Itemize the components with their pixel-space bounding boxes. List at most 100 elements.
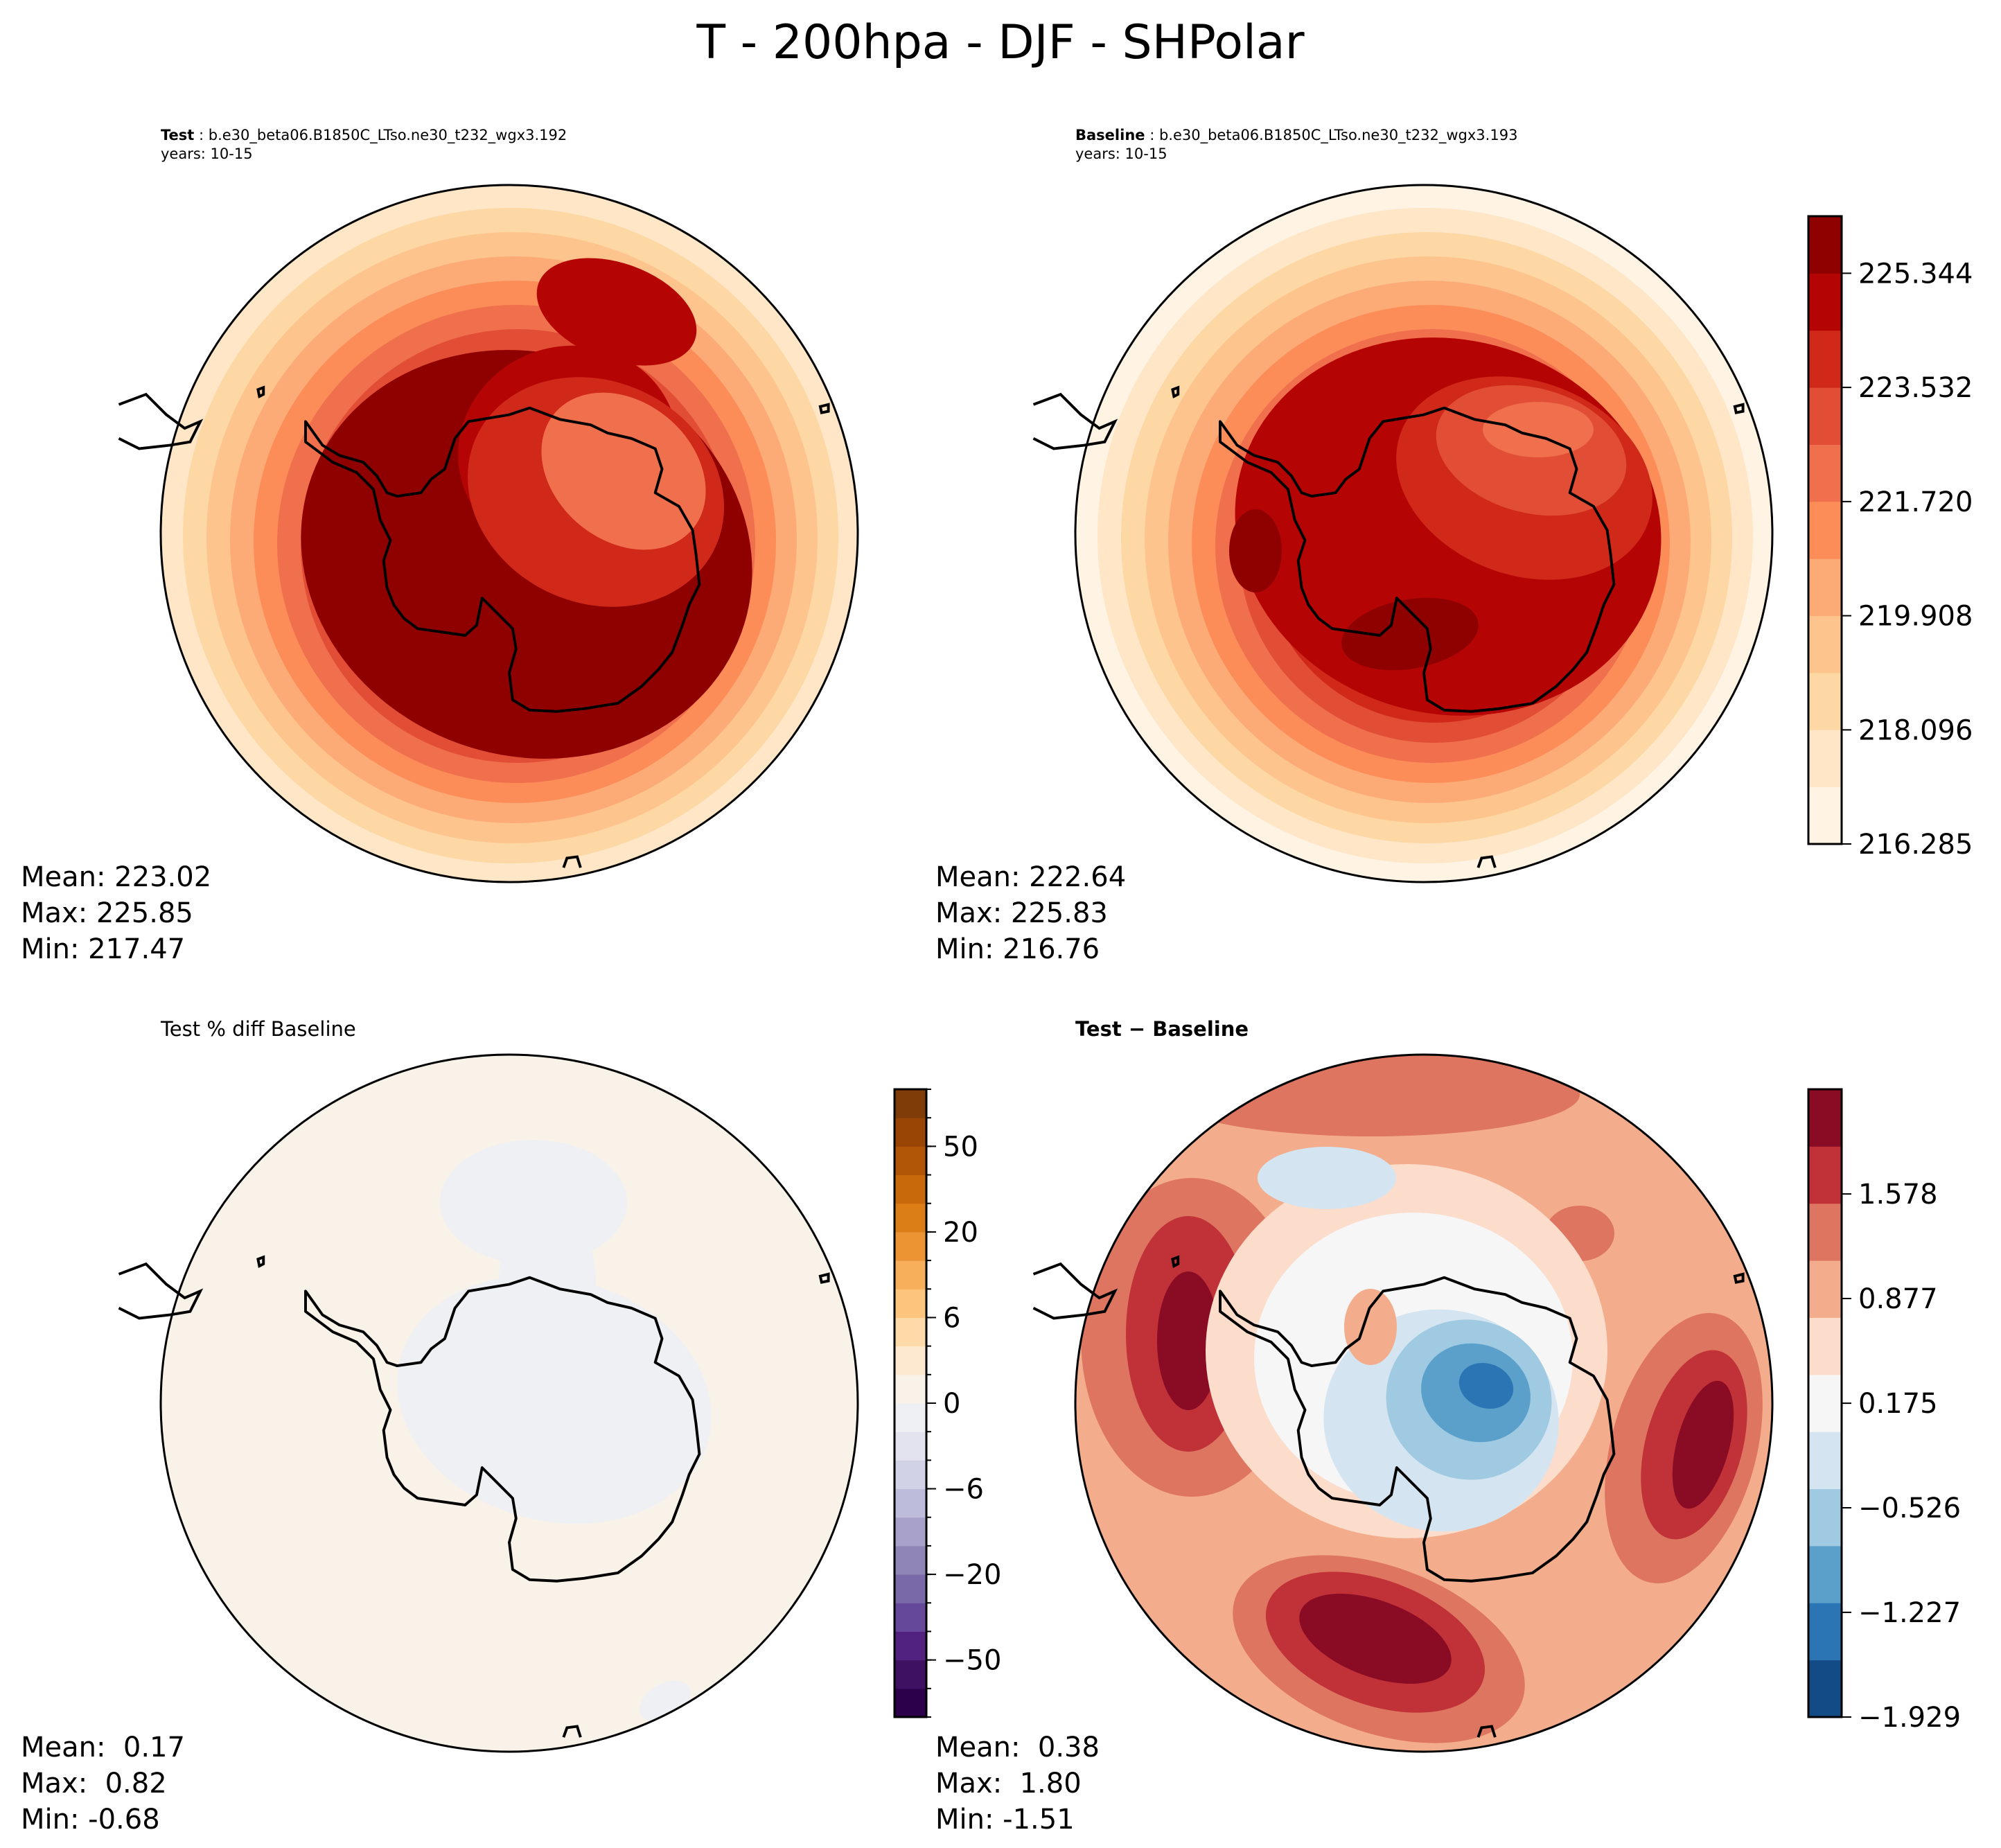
- percent-diff-colorbar-swatch: [894, 1688, 926, 1718]
- difference-colorbar-tick-label: 0.175: [1858, 1388, 1938, 1420]
- baseline-contour-band: [1341, 597, 1479, 671]
- percent-diff-stats: Mean: 0.17 Max: 0.82 Min: -0.68: [21, 1730, 185, 1838]
- percent-diff-colorbar-swatch: [894, 1403, 926, 1432]
- percent-diff-colorbar-swatch: [894, 1517, 926, 1547]
- baseline-max: Max: 225.83: [935, 897, 1108, 929]
- difference-colorbar-swatch: [1808, 1432, 1842, 1490]
- percent-diff-colorbar-swatch: [894, 1346, 926, 1375]
- difference-colorbar-swatch: [1808, 1146, 1842, 1204]
- difference-contour-band: [1458, 1362, 1514, 1409]
- percent-diff-colorbar-swatch: [894, 1460, 926, 1490]
- test-map: [161, 185, 858, 882]
- difference-colorbar-swatch: [1808, 1089, 1842, 1147]
- baseline-colorbar-swatch: [1808, 273, 1842, 331]
- difference-map: [1075, 1055, 1772, 1752]
- baseline-colorbar-swatch: [1808, 501, 1842, 559]
- baseline-label: Baseline: [1075, 127, 1145, 143]
- percent-diff-mean: Mean: 0.17: [21, 1732, 185, 1763]
- percent-diff-map: [161, 1055, 858, 1752]
- percent-diff-colorbar-swatch: [894, 1574, 926, 1603]
- figure-title: T - 200hpa - DJF - SHPolar: [696, 15, 1305, 70]
- percent-diff-colorbar-tick-label: −20: [943, 1559, 1001, 1591]
- baseline-colorbar-tick-label: 218.096: [1858, 714, 1973, 746]
- percent-diff-colorbar-swatch: [894, 1631, 926, 1661]
- percent-diff-coastline: [118, 1255, 830, 1738]
- baseline-colorbar-tick-label: 221.720: [1858, 486, 1973, 518]
- difference-panel-title: Test − Baseline: [1075, 1017, 1249, 1041]
- difference-contour-band: [1157, 1271, 1219, 1410]
- baseline-colorbar-tick-label: 225.344: [1858, 258, 1973, 290]
- baseline-colorbar-swatch: [1808, 786, 1842, 845]
- percent-diff-colorbar-tick-label: 6: [943, 1302, 960, 1334]
- baseline-panel-title: Baseline : b.e30_beta06.B1850C_LTso.ne30…: [1075, 126, 1517, 164]
- difference-colorbar: 1.578 0.877 0.175 −0.526 −1.227 −1.929: [1807, 1088, 1961, 1734]
- baseline-map: [1075, 185, 1772, 882]
- percent-diff-colorbar-swatch: [894, 1432, 926, 1461]
- test-mean: Mean: 223.02: [21, 861, 212, 893]
- percent-diff-min: Min: -0.68: [21, 1804, 160, 1836]
- baseline-contour-band: [1483, 402, 1594, 457]
- percent-diff-colorbar-tick-label: 50: [943, 1131, 978, 1163]
- difference-coastline: [1032, 1255, 1745, 1738]
- difference-max: Max: 1.80: [935, 1768, 1082, 1799]
- baseline-colorbar-frame: [1807, 215, 1843, 845]
- percent-diff-colorbar-swatch: [894, 1203, 926, 1233]
- percent-diff-colorbar-swatch: [894, 1603, 926, 1632]
- difference-colorbar-swatch: [1808, 1660, 1842, 1718]
- percent-diff-colorbar-tick-label: 0: [943, 1388, 960, 1420]
- test-stats: Mean: 223.02 Max: 225.85 Min: 217.47: [21, 859, 211, 967]
- baseline-colorbar-swatch: [1808, 216, 1842, 274]
- difference-stats: Mean: 0.38 Max: 1.80 Min: -1.51: [935, 1730, 1100, 1838]
- baseline-case-name: : b.e30_beta06.B1850C_LTso.ne30_t232_wgx…: [1145, 127, 1518, 143]
- percent-diff-colorbar-swatch: [894, 1089, 926, 1118]
- baseline-colorbar-swatch: [1808, 330, 1842, 388]
- test-case-name: : b.e30_beta06.B1850C_LTso.ne30_t232_wgx…: [194, 127, 567, 143]
- baseline-colorbar-swatch: [1808, 444, 1842, 502]
- baseline-coastline: [1032, 385, 1745, 868]
- percent-diff-max: Max: 0.82: [21, 1768, 167, 1799]
- percent-diff-colorbar: 50 20 6 0 −6 −20 −50: [893, 1088, 1001, 1718]
- difference-colorbar-tick-label: −0.526: [1858, 1493, 1961, 1524]
- percent-diff-colorbar-swatch: [894, 1545, 926, 1575]
- difference-contour-band: [1344, 1289, 1397, 1365]
- baseline-colorbar-tick-label: 219.908: [1858, 601, 1973, 633]
- percent-diff-colorbar-swatch: [894, 1260, 926, 1290]
- baseline-years: years: 10-15: [1075, 146, 1167, 162]
- difference-colorbar-swatch: [1808, 1603, 1842, 1661]
- baseline-stats: Mean: 222.64 Max: 225.83 Min: 216.76: [935, 859, 1126, 967]
- difference-colorbar-tick-label: 1.578: [1858, 1179, 1938, 1211]
- percent-diff-colorbar-swatch: [894, 1317, 926, 1347]
- percent-diff-panel-title: Test % diff Baseline: [161, 1017, 356, 1041]
- baseline-colorbar-swatch: [1808, 387, 1842, 445]
- test-years: years: 10-15: [161, 146, 253, 162]
- difference-colorbar-swatch: [1808, 1488, 1842, 1547]
- baseline-contour-band: [1229, 509, 1282, 592]
- baseline-colorbar-swatch: [1808, 672, 1842, 730]
- baseline-min: Min: 216.76: [935, 933, 1100, 965]
- baseline-map-boundary: [1074, 184, 1774, 883]
- percent-diff-colorbar-swatch: [894, 1488, 926, 1518]
- difference-contour-band: [1299, 1594, 1452, 1684]
- test-map-boundary: [159, 184, 859, 883]
- percent-diff-colorbar-swatch: [894, 1374, 926, 1404]
- difference-mean: Mean: 0.38: [935, 1732, 1100, 1763]
- test-panel-title: Test : b.e30_beta06.B1850C_LTso.ne30_t23…: [161, 126, 567, 164]
- difference-colorbar-swatch: [1808, 1374, 1842, 1432]
- test-contour-band: [536, 258, 697, 366]
- difference-colorbar-tick-label: 0.877: [1858, 1283, 1938, 1315]
- percent-diff-colorbar-swatch: [894, 1289, 926, 1318]
- difference-contour-band: [1164, 1055, 1580, 1136]
- baseline-mean: Mean: 222.64: [935, 861, 1127, 893]
- test-contour-band: [541, 392, 706, 550]
- baseline-colorbar-tick-label: 223.532: [1858, 372, 1973, 404]
- baseline-colorbar: 225.344 223.532 221.720 219.908 218.096 216.2…: [1807, 215, 1973, 861]
- baseline-colorbar-swatch: [1808, 615, 1842, 674]
- percent-diff-colorbar-swatch: [894, 1174, 926, 1204]
- difference-colorbar-tick-label: −1.929: [1858, 1702, 1961, 1734]
- test-label: Test: [161, 127, 195, 143]
- percent-diff-colorbar-swatch: [894, 1146, 926, 1176]
- difference-colorbar-swatch: [1808, 1260, 1842, 1318]
- difference-map-boundary: [1074, 1053, 1774, 1753]
- difference-colorbar-swatch: [1808, 1203, 1842, 1261]
